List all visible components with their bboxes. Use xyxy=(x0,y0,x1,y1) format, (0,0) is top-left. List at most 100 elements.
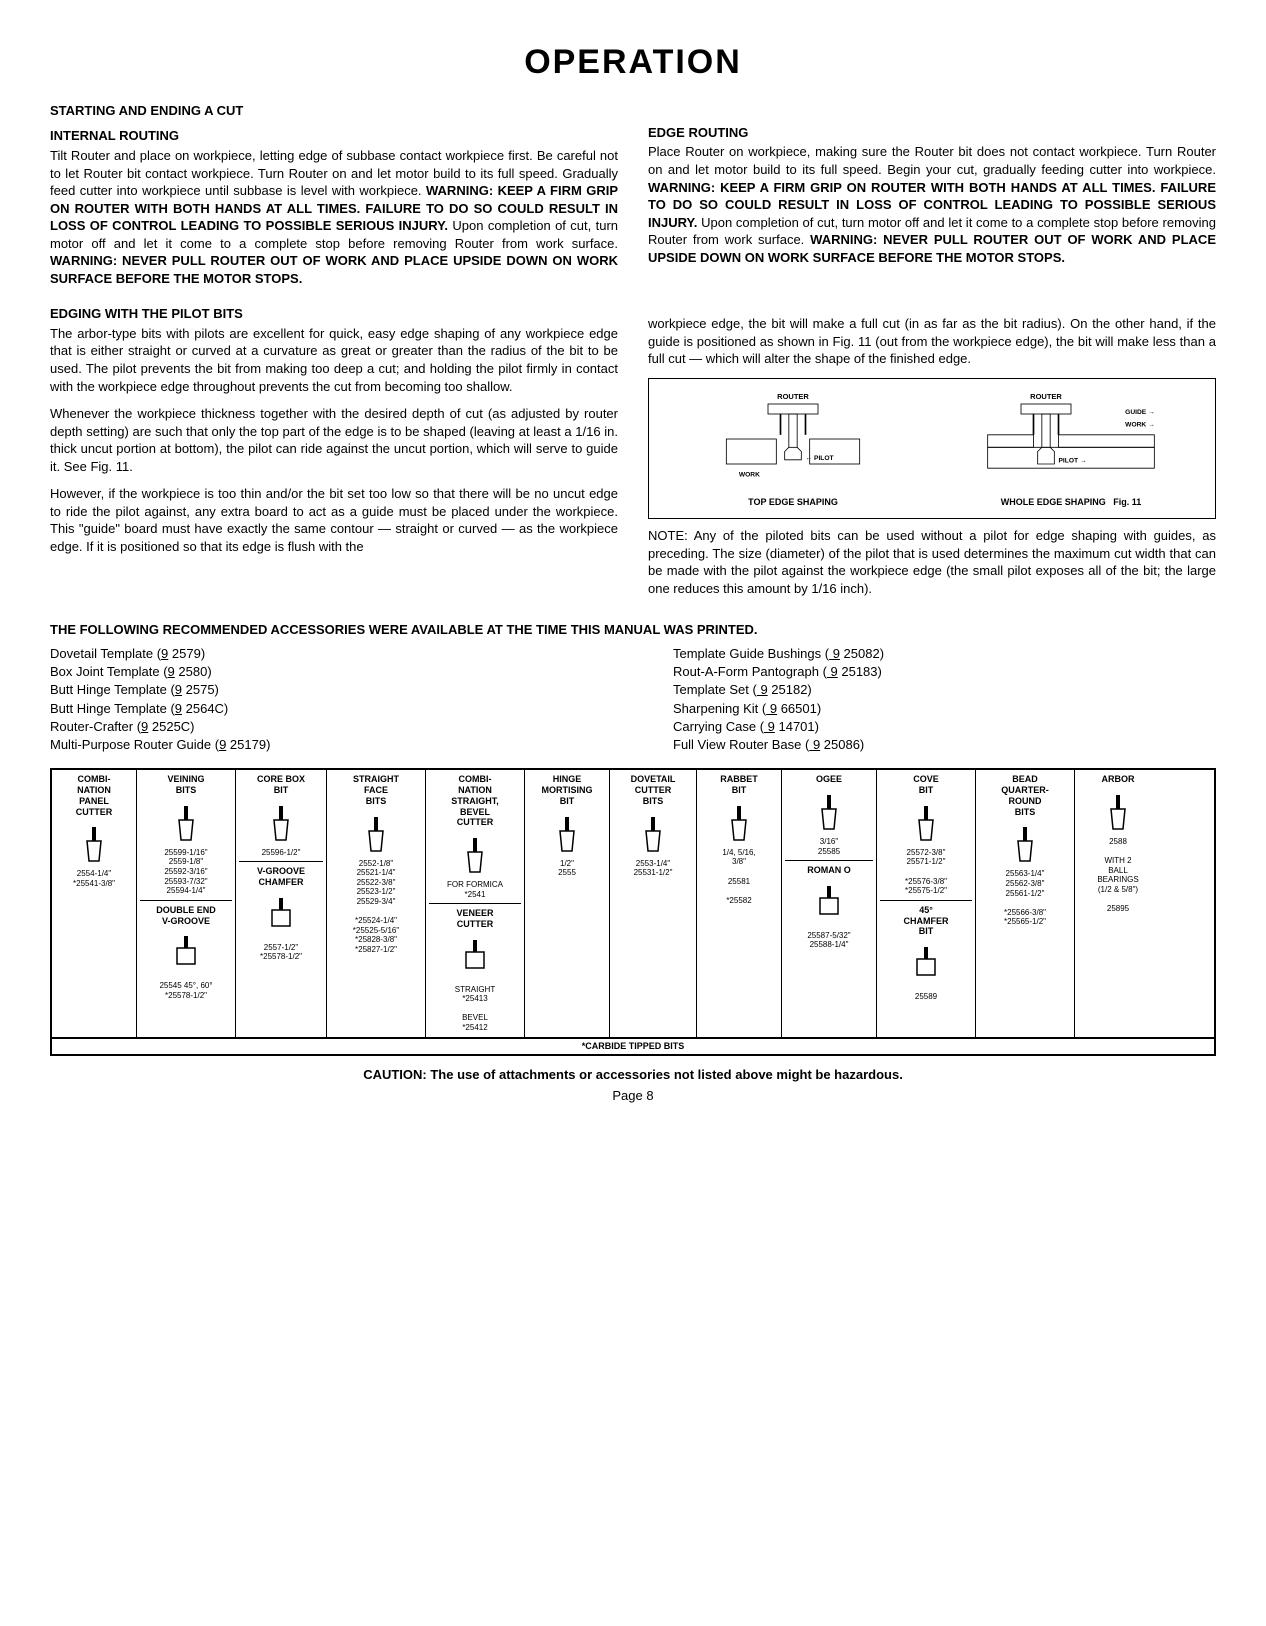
bit-icon xyxy=(1103,793,1133,833)
svg-text:ROUTER: ROUTER xyxy=(1030,392,1062,401)
accessory-item: Full View Router Base ( 9 25086) xyxy=(673,736,1216,754)
accessory-item: Sharpening Kit ( 9 66501) xyxy=(673,700,1216,718)
fig11-right-svg: ROUTER GUIDE → WORK → PILOT → xyxy=(937,389,1205,489)
fig-whole-shaping: WHOLE EDGE SHAPING xyxy=(1001,497,1106,507)
heading-edging: EDGING WITH THE PILOT BITS xyxy=(50,305,618,323)
bits-sub-head: DOUBLE END V-GROOVE xyxy=(140,905,232,927)
heading-starting: STARTING AND ENDING A CUT xyxy=(50,102,618,120)
bits-sub-head: 45° CHAMFER BIT xyxy=(880,905,972,937)
edge-text-1: Place Router on workpiece, making sure t… xyxy=(648,144,1216,177)
svg-text:WORK: WORK xyxy=(739,472,760,479)
bit-icon xyxy=(814,884,844,924)
edge-routing-text: Place Router on workpiece, making sure t… xyxy=(648,143,1216,266)
accessory-item: Dovetail Template (9 2579) xyxy=(50,645,593,663)
bits-text: 2588 WITH 2 BALL BEARINGS (1/2 & 5/8") 2… xyxy=(1097,837,1138,914)
bits-head: COVE BIT xyxy=(913,774,939,796)
bit-icon xyxy=(911,804,941,844)
bits-cell: RABBET BIT 1/4, 5/16, 3/8" 25581 *25582 xyxy=(697,770,782,1037)
edging-p2: Whenever the workpiece thickness togethe… xyxy=(50,405,618,475)
bit-icon xyxy=(552,815,582,855)
bits-head: VEINING BITS xyxy=(167,774,204,796)
bit-icon xyxy=(460,938,490,978)
accessory-item: Template Set ( 9 25182) xyxy=(673,681,1216,699)
note-text: NOTE: Any of the piloted bits can be use… xyxy=(648,527,1216,597)
figure-11: ROUTER WORK ← PILOT TOP EDGE SHAPING ROU… xyxy=(648,378,1216,519)
fig11-left-svg: ROUTER WORK ← PILOT xyxy=(659,389,927,489)
bits-head: STRAIGHT FACE BITS xyxy=(353,774,399,806)
bits-sub-head: V-GROOVE CHAMFER xyxy=(239,866,323,888)
bits-head: CORE BOX BIT xyxy=(257,774,305,796)
page-number: Page 8 xyxy=(50,1087,1216,1105)
bits-sub-text: 2557-1/2" *25578-1/2" xyxy=(239,943,323,962)
bit-icon xyxy=(171,804,201,844)
edging-p3: However, if the workpiece is too thin an… xyxy=(50,485,618,555)
bit-icon xyxy=(911,945,941,985)
bits-cell: ARBOR 2588 WITH 2 BALL BEARINGS (1/2 & 5/… xyxy=(1075,770,1161,1037)
bits-text: 3/16" 25585 xyxy=(818,837,840,856)
bits-cell: COVE BIT 25572-3/8" 25571-1/2" *25576-3/8… xyxy=(877,770,976,1037)
bits-head: ARBOR xyxy=(1102,774,1135,785)
bit-icon xyxy=(79,825,109,865)
accessory-item: Carrying Case ( 9 14701) xyxy=(673,718,1216,736)
heading-internal: INTERNAL ROUTING xyxy=(50,127,618,145)
bits-text: 2554-1/4" *25541-3/8" xyxy=(73,869,115,888)
heading-edge: EDGE ROUTING xyxy=(648,124,1216,142)
fig-router-label: ROUTER xyxy=(777,392,809,401)
bits-cell: COMBI- NATION PANEL CUTTER 2554-1/4" *255… xyxy=(52,770,137,1037)
bits-text: 25599-1/16" 2559-1/8" 25592-3/16" 25593-… xyxy=(164,848,207,896)
edging-p1: The arbor-type bits with pilots are exce… xyxy=(50,325,618,395)
bits-text: 1/2" 2555 xyxy=(558,859,576,878)
bits-text: 25596-1/2" xyxy=(262,848,301,858)
accessory-item: Multi-Purpose Router Guide (9 25179) xyxy=(50,736,593,754)
bits-sub-head: ROMAN O xyxy=(785,865,873,876)
svg-text:GUIDE →: GUIDE → xyxy=(1125,409,1155,416)
svg-text:PILOT →: PILOT → xyxy=(1059,457,1087,464)
accessory-item: Router-Crafter (9 2525C) xyxy=(50,718,593,736)
bits-text: 2552-1/8" 25521-1/4" 25522-3/8" 25523-1/… xyxy=(353,859,399,955)
bits-text: FOR FORMICA *2541 xyxy=(447,880,503,899)
accessories-lists: Dovetail Template (9 2579)Box Joint Temp… xyxy=(50,645,1216,754)
bit-icon xyxy=(460,836,490,876)
svg-text:← PILOT: ← PILOT xyxy=(806,455,834,462)
bits-head: BEAD QUARTER- ROUND BITS xyxy=(1001,774,1049,817)
bits-text: 25572-3/8" 25571-1/2" *25576-3/8" *25575… xyxy=(905,848,947,896)
accessory-item: Box Joint Template (9 2580) xyxy=(50,663,593,681)
bits-cell: BEAD QUARTER- ROUND BITS25563-1/4" 25562… xyxy=(976,770,1075,1037)
bit-icon xyxy=(814,793,844,833)
carbide-note: *CARBIDE TIPPED BITS xyxy=(50,1038,1216,1056)
bits-head: COMBI- NATION PANEL CUTTER xyxy=(76,774,113,817)
bit-icon xyxy=(724,804,754,844)
bits-sub-text: 25545 45°, 60° *25578-1/2" xyxy=(140,981,232,1000)
bits-cell: STRAIGHT FACE BITS 2552-1/8" 25521-1/4" 2… xyxy=(327,770,426,1037)
bits-sub-text: 25587-5/32" 25588-1/4" xyxy=(785,931,873,950)
bit-icon xyxy=(361,815,391,855)
bits-sub-text: STRAIGHT *25413 BEVEL *25412 xyxy=(429,985,521,1033)
bits-sub-head: VENEER CUTTER xyxy=(429,908,521,930)
edging-right-p1: workpiece edge, the bit will make a full… xyxy=(648,315,1216,368)
svg-text:WORK →: WORK → xyxy=(1125,422,1155,429)
fig-top-shaping: TOP EDGE SHAPING xyxy=(659,496,927,508)
bits-cell: OGEE 3/16" 25585 ROMAN O 25587-5/32" 25588-… xyxy=(782,770,877,1037)
bits-head: RABBET BIT xyxy=(720,774,758,796)
bits-text: 2553-1/4" 25531-1/2" xyxy=(634,859,673,878)
bits-cell: HINGE MORTISING BIT 1/2" 2555 xyxy=(525,770,610,1037)
bit-icon xyxy=(266,804,296,844)
bits-cell: COMBI- NATION STRAIGHT, BEVEL CUTTERFOR … xyxy=(426,770,525,1037)
page-title: OPERATION xyxy=(50,40,1216,86)
accessories-heading: THE FOLLOWING RECOMMENDED ACCESSORIES WE… xyxy=(50,621,1216,639)
bits-cell: DOVETAIL CUTTER BITS 2553-1/4" 25531-1/2" xyxy=(610,770,697,1037)
caution-text: CAUTION: The use of attachments or acces… xyxy=(50,1066,1216,1084)
accessory-item: Butt Hinge Template (9 2564C) xyxy=(50,700,593,718)
bit-icon xyxy=(638,815,668,855)
bits-sub-text: 25589 xyxy=(880,992,972,1002)
fig-label: Fig. 11 xyxy=(1113,497,1141,507)
accessory-item: Butt Hinge Template (9 2575) xyxy=(50,681,593,699)
bits-head: OGEE xyxy=(816,774,842,785)
internal-warning-2: WARNING: NEVER PULL ROUTER OUT OF WORK A… xyxy=(50,253,618,286)
accessory-item: Template Guide Bushings ( 9 25082) xyxy=(673,645,1216,663)
bits-head: HINGE MORTISING BIT xyxy=(542,774,593,806)
bits-text: 1/4, 5/16, 3/8" 25581 *25582 xyxy=(722,848,755,906)
bit-icon xyxy=(1010,825,1040,865)
bits-head: DOVETAIL CUTTER BITS xyxy=(631,774,676,806)
bits-cell: CORE BOX BIT 25596-1/2" V-GROOVE CHAMFER 25… xyxy=(236,770,327,1037)
